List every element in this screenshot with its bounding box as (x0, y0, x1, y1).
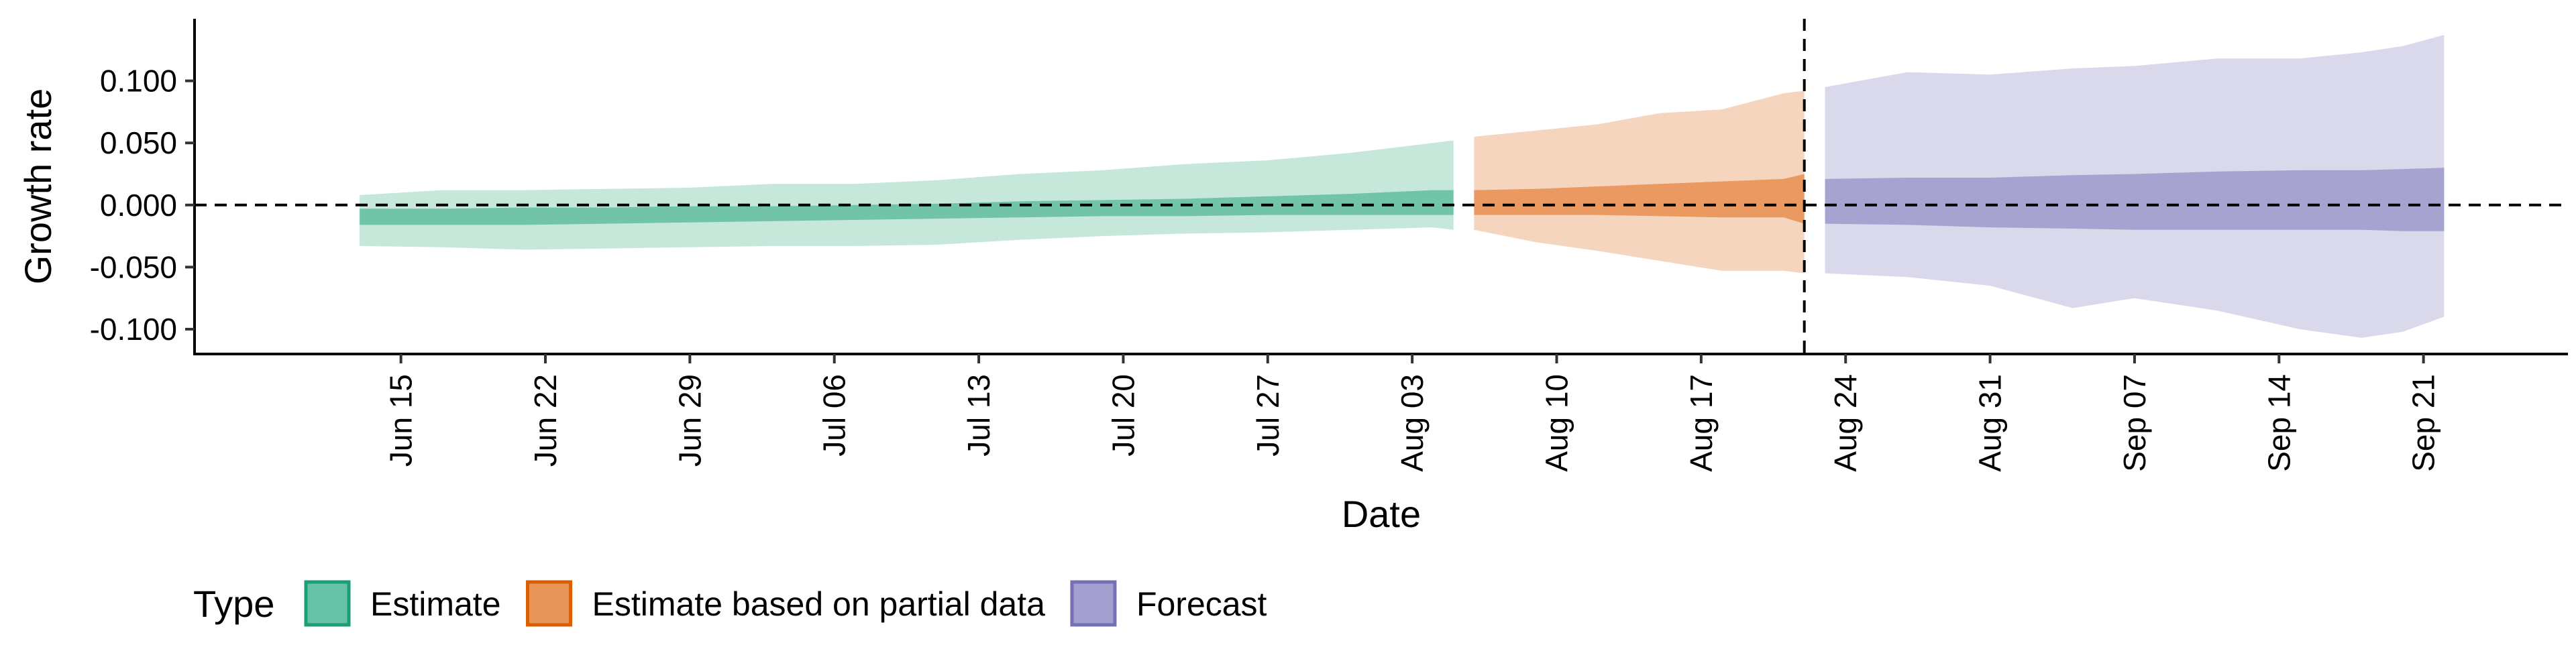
y-tick-label: 0.050 (100, 125, 177, 160)
estimate-based-on-partial-data-inner-band (1474, 174, 1805, 224)
x-tick-label: Aug 03 (1395, 374, 1430, 472)
legend-label-estimate: Estimate (370, 585, 501, 623)
confidence-bands (360, 35, 2445, 338)
legend: Type Estimate Estimate based on partial da… (193, 580, 1267, 627)
x-tick-label: Jul 27 (1250, 374, 1285, 457)
x-tick-label: Jun 15 (384, 374, 419, 467)
y-tick-label: 0.000 (100, 188, 177, 223)
legend-key-forecast (1070, 580, 1117, 627)
x-tick-label: Aug 10 (1540, 374, 1574, 472)
x-tick-label: Aug 31 (1973, 374, 2008, 472)
legend-title: Type (193, 583, 274, 625)
x-tick-label: Sep 07 (2117, 374, 2152, 472)
legend-label-estimate-based-on-partial-data: Estimate based on partial data (592, 585, 1046, 623)
x-tick-label: Jun 29 (672, 374, 707, 467)
x-tick-label: Jul 13 (961, 374, 996, 457)
estimate-outer-band (360, 140, 1454, 250)
y-tick-label: 0.100 (100, 64, 177, 99)
x-tick-label: Sep 14 (2261, 374, 2296, 472)
estimate-based-on-partial-data-outer-band (1474, 91, 1805, 274)
x-tick-label: Aug 17 (1684, 374, 1719, 472)
x-axis-title: Date (1342, 493, 1421, 535)
y-tick-label: -0.050 (90, 249, 177, 284)
forecast-inner-band (1825, 168, 2445, 231)
x-tick-label: Jun 22 (528, 374, 563, 467)
y-axis-title: Growth rate (17, 89, 59, 285)
x-tick-label: Jul 20 (1106, 374, 1140, 457)
x-tick-label: Sep 21 (2406, 374, 2441, 472)
legend-label-forecast: Forecast (1136, 585, 1267, 623)
y-tick-label: -0.100 (90, 312, 177, 347)
legend-key-estimate-based-on-partial-data (526, 580, 573, 627)
x-tick-label: Aug 24 (1828, 374, 1863, 472)
reference-lines (195, 19, 2568, 354)
estimate-inner-band (360, 190, 1454, 225)
axes: -0.100 -0.050 0.000 0.050 0.100 Jun 15 Jun 22 J… (17, 19, 2568, 535)
x-tick-label: Jul 06 (817, 374, 852, 457)
legend-key-estimate (304, 580, 351, 627)
